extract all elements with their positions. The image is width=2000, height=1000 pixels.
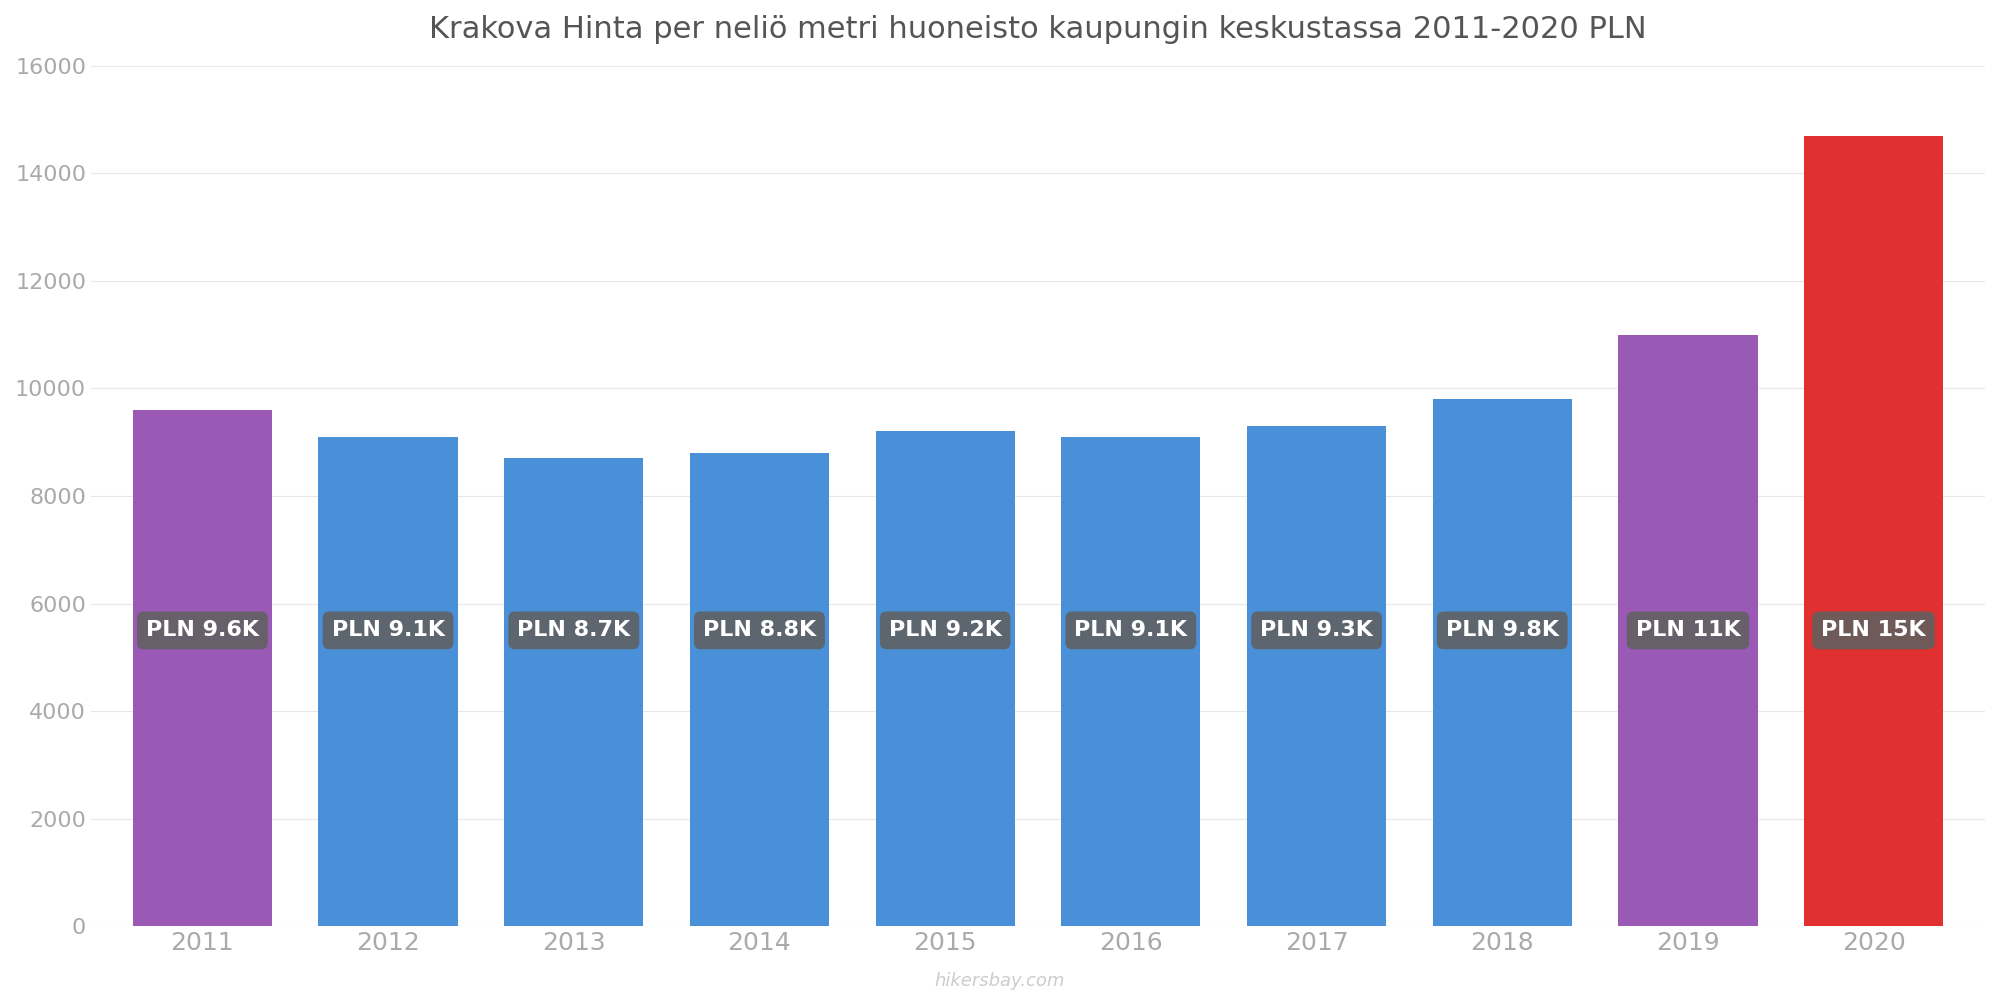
Bar: [1618, 335, 1758, 926]
Text: PLN 9.1K: PLN 9.1K: [1074, 620, 1188, 640]
Text: PLN 9.6K: PLN 9.6K: [146, 620, 258, 640]
Bar: [504, 458, 644, 926]
Text: PLN 15K: PLN 15K: [1822, 620, 1926, 640]
Bar: [690, 453, 830, 926]
Text: PLN 9.1K: PLN 9.1K: [332, 620, 444, 640]
Title: Krakova Hinta per neliö metri huoneisto kaupungin keskustassa 2011-2020 PLN: Krakova Hinta per neliö metri huoneisto …: [430, 15, 1646, 44]
Text: PLN 11K: PLN 11K: [1636, 620, 1740, 640]
Text: PLN 9.8K: PLN 9.8K: [1446, 620, 1558, 640]
Text: PLN 8.7K: PLN 8.7K: [518, 620, 630, 640]
Bar: [132, 410, 272, 926]
Bar: [876, 431, 1014, 926]
Text: PLN 9.2K: PLN 9.2K: [888, 620, 1002, 640]
Text: PLN 8.8K: PLN 8.8K: [702, 620, 816, 640]
Bar: [1804, 136, 1944, 926]
Bar: [1246, 426, 1386, 926]
Bar: [318, 437, 458, 926]
Bar: [1062, 437, 1200, 926]
Bar: [1432, 399, 1572, 926]
Text: hikersbay.com: hikersbay.com: [934, 972, 1066, 990]
Text: PLN 9.3K: PLN 9.3K: [1260, 620, 1372, 640]
